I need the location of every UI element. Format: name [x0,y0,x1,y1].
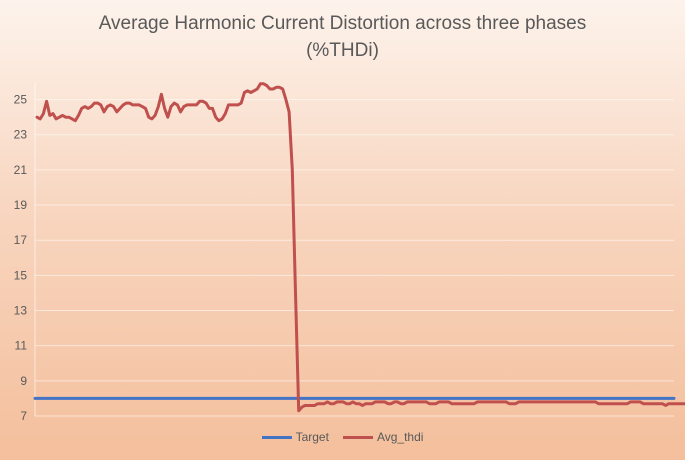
y-tick-label: 7 [20,409,27,423]
legend-swatch [261,435,292,439]
plot-background [35,82,674,416]
y-tick-label: 25 [14,93,28,107]
legend-label: Target [295,430,329,444]
y-tick-label: 9 [20,374,27,388]
chart-title-line: Average Harmonic Current Distortion acro… [98,13,587,34]
y-tick-label: 21 [14,163,28,177]
y-tick-label: 15 [14,268,28,282]
y-tick-label: 11 [15,339,28,353]
legend-entry: Avg_thdi [342,430,424,444]
legend-entry: Target [261,430,329,444]
y-tick-label: 23 [14,128,28,142]
series-line-avg-thdi [35,82,685,413]
chart-subtitle: (%THDi) [306,40,379,61]
legend-swatch [342,435,373,439]
chart-title: Average Harmonic Current Distortion acro… [0,10,685,64]
y-tick-label: 13 [14,304,28,318]
y-tick-label: 19 [14,198,28,212]
y-tick-label: 17 [14,233,28,247]
legend: Target Avg_thdi [0,430,685,444]
legend-label: Avg_thdi [376,430,424,444]
